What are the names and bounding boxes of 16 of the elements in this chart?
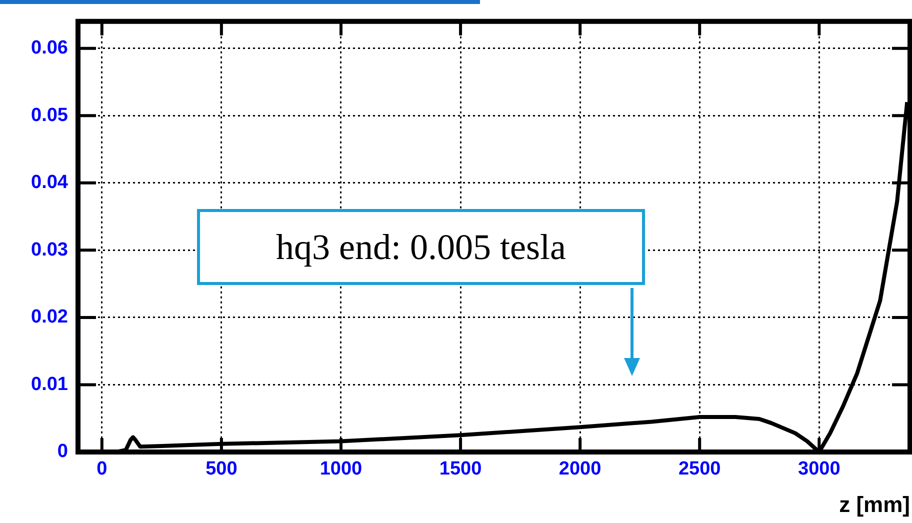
y-tick-label: 0.02 <box>31 306 68 328</box>
x-tick-label: 1500 <box>439 458 482 480</box>
y-tick-label: 0.06 <box>31 38 68 59</box>
y-tick-label: 0 <box>57 441 68 462</box>
x-tick-label: 0 <box>96 458 108 480</box>
callout-box: hq3 end: 0.005 tesla <box>197 209 645 285</box>
y-tick-label: 0.03 <box>31 239 68 260</box>
x-tick-label: 3000 <box>798 458 840 480</box>
x-axis-title: z [mm] <box>839 492 910 517</box>
y-tick-label: 0.04 <box>31 172 68 194</box>
x-tick-label: 500 <box>206 458 238 480</box>
x-tick-label: 2000 <box>558 458 602 480</box>
y-tick-label: 0.05 <box>31 104 68 126</box>
y-tick-label: 0.01 <box>31 374 68 395</box>
x-tick-label: 2500 <box>678 458 721 480</box>
x-tick-label: 1000 <box>320 458 362 480</box>
